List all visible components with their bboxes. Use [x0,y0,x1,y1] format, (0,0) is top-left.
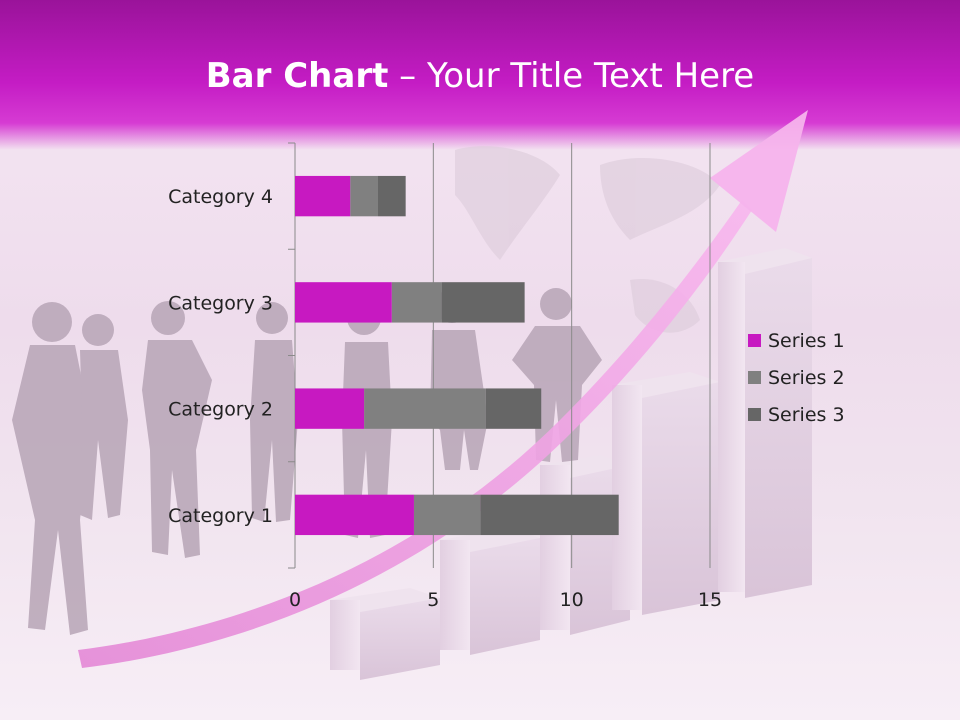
bar-3-series-3 [441,282,525,323]
bar-1-series-3 [480,494,619,536]
category-label: Category 1 [168,505,273,527]
legend-swatch [748,371,761,384]
slide-title: Bar Chart – Your Title Text Here [0,52,960,100]
legend-item-series-1: Series 1 [748,322,845,359]
legend-swatch [748,408,761,421]
category-label: Category 2 [168,399,273,421]
x-tick-label: 15 [698,589,722,611]
bar-4-series-3 [378,175,406,217]
bar-1-series-2 [413,494,481,536]
bar-2-series-1 [295,388,365,429]
growth-arrow-icon [78,110,808,668]
category-label: Category 4 [168,186,273,208]
legend-label: Series 2 [768,366,845,389]
legend-swatch [748,334,761,347]
legend-label: Series 1 [768,329,845,352]
legend-label: Series 3 [768,403,845,426]
x-tick-label: 5 [427,589,439,611]
legend-item-series-2: Series 2 [748,359,845,396]
bar-3-series-2 [391,282,442,323]
chart-legend: Series 1 Series 2 Series 3 [748,322,845,433]
title-bold-part: Bar Chart [205,56,389,96]
legend-item-series-3: Series 3 [748,396,845,433]
x-tick-label: 10 [560,589,584,611]
bar-4-series-2 [350,175,378,217]
category-label: Category 3 [168,292,273,314]
title-rest-part: – Your Title Text Here [388,56,755,96]
bar-1-series-1 [295,494,414,536]
bar-4-series-1 [295,175,351,217]
world-map-icon [455,146,720,333]
bar-2-series-3 [485,388,542,429]
bar-3-series-1 [295,282,392,323]
x-tick-label: 0 [289,589,301,611]
bar-2-series-2 [364,388,486,429]
